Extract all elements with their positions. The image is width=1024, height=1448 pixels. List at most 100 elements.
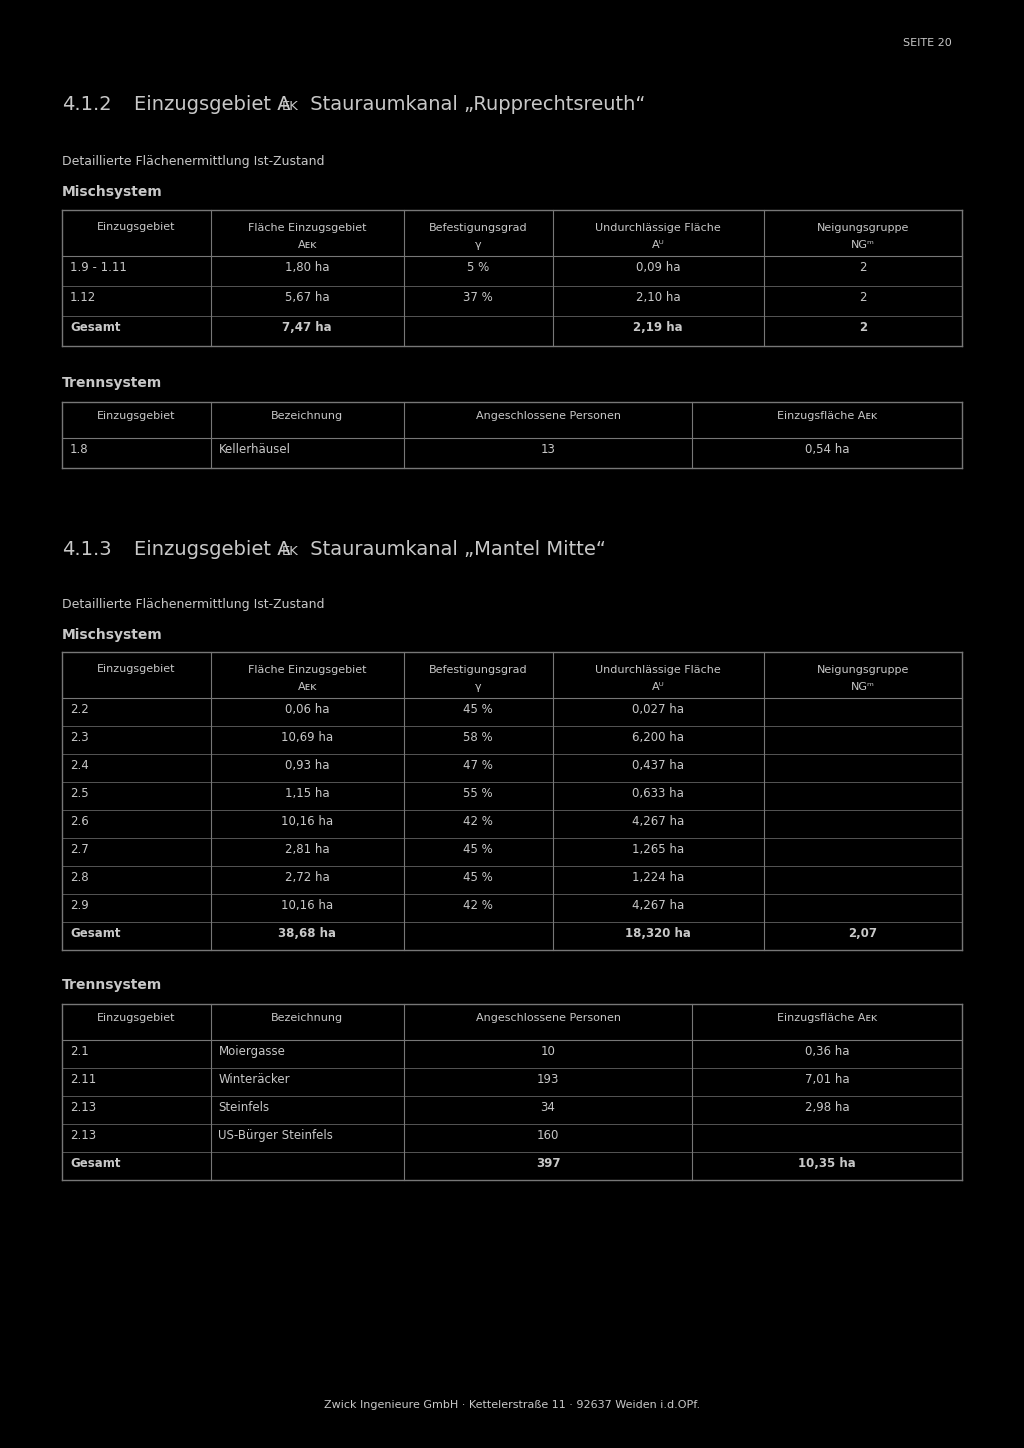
Text: 10,69 ha: 10,69 ha (282, 731, 334, 744)
Text: 2.2: 2.2 (70, 704, 89, 717)
Text: Gesamt: Gesamt (70, 321, 121, 334)
Text: 13: 13 (541, 443, 555, 456)
Text: 2,81 ha: 2,81 ha (285, 843, 330, 856)
Text: 0,36 ha: 0,36 ha (805, 1045, 849, 1058)
Text: 45 %: 45 % (464, 872, 494, 885)
Text: Einzugsgebiet: Einzugsgebiet (97, 1014, 175, 1022)
Text: 18,320 ha: 18,320 ha (626, 927, 691, 940)
Text: Angeschlossene Personen: Angeschlossene Personen (475, 1014, 621, 1022)
Text: 10,35 ha: 10,35 ha (798, 1157, 856, 1170)
Text: Einzugsgebiet A: Einzugsgebiet A (134, 96, 291, 114)
Text: 2.5: 2.5 (70, 788, 89, 801)
Text: 2.13: 2.13 (70, 1100, 96, 1114)
Text: 2,19 ha: 2,19 ha (634, 321, 683, 334)
Text: 2,07: 2,07 (849, 927, 878, 940)
Text: 45 %: 45 % (464, 843, 494, 856)
Text: Angeschlossene Personen: Angeschlossene Personen (475, 411, 621, 421)
Text: 1,265 ha: 1,265 ha (632, 843, 684, 856)
Text: 2,98 ha: 2,98 ha (805, 1100, 849, 1114)
Text: 4,267 ha: 4,267 ha (632, 899, 684, 912)
Text: 193: 193 (537, 1073, 559, 1086)
Text: Einzugsgebiet: Einzugsgebiet (97, 411, 175, 421)
Text: 1.9 - 1.11: 1.9 - 1.11 (70, 262, 127, 275)
Text: 0,437 ha: 0,437 ha (632, 759, 684, 772)
Text: Einzugsfläche Aᴇᴋ: Einzugsfläche Aᴇᴋ (777, 411, 878, 421)
Text: 2.6: 2.6 (70, 815, 89, 828)
Text: Undurchlässige Fläche: Undurchlässige Fläche (595, 223, 721, 233)
Text: 2: 2 (859, 262, 866, 275)
Text: 10,16 ha: 10,16 ha (282, 899, 334, 912)
Text: 2.9: 2.9 (70, 899, 89, 912)
Text: Steinfels: Steinfels (218, 1100, 269, 1114)
Text: 2.4: 2.4 (70, 759, 89, 772)
Text: Einzugsfläche Aᴇᴋ: Einzugsfläche Aᴇᴋ (777, 1014, 878, 1022)
Text: Fläche Einzugsgebiet: Fläche Einzugsgebiet (248, 223, 367, 233)
Text: 0,633 ha: 0,633 ha (632, 788, 684, 801)
Text: NGᵐ: NGᵐ (851, 240, 874, 251)
Text: 4.1.2: 4.1.2 (62, 96, 112, 114)
Text: 2: 2 (859, 291, 866, 304)
Text: Einzugsgebiet: Einzugsgebiet (97, 222, 175, 232)
Text: 58 %: 58 % (464, 731, 494, 744)
Text: Trennsystem: Trennsystem (62, 376, 162, 390)
Text: Befestigungsgrad: Befestigungsgrad (429, 223, 527, 233)
Text: Stauraumkanal „Rupprechtsreuth“: Stauraumkanal „Rupprechtsreuth“ (304, 96, 645, 114)
Text: Aᴇᴋ: Aᴇᴋ (297, 682, 317, 692)
Text: 42 %: 42 % (463, 899, 494, 912)
Text: 0,06 ha: 0,06 ha (285, 704, 330, 717)
Text: Einzugsgebiet A: Einzugsgebiet A (134, 540, 291, 559)
Text: Aᴇᴋ: Aᴇᴋ (297, 240, 317, 251)
Text: 1,15 ha: 1,15 ha (285, 788, 330, 801)
Text: 7,47 ha: 7,47 ha (283, 321, 332, 334)
Text: 42 %: 42 % (463, 815, 494, 828)
Text: Mischsystem: Mischsystem (62, 628, 163, 641)
Text: 2.1: 2.1 (70, 1045, 89, 1058)
Text: 1,80 ha: 1,80 ha (285, 262, 330, 275)
Text: 2.11: 2.11 (70, 1073, 96, 1086)
Text: Undurchlässige Fläche: Undurchlässige Fläche (595, 665, 721, 675)
Text: US-Bürger Steinfels: US-Bürger Steinfels (218, 1129, 334, 1142)
Text: 2: 2 (859, 321, 867, 334)
Text: 5 %: 5 % (467, 262, 489, 275)
Text: 1,224 ha: 1,224 ha (632, 872, 684, 885)
Text: 10: 10 (541, 1045, 555, 1058)
Text: γ: γ (475, 240, 481, 251)
Text: Trennsystem: Trennsystem (62, 977, 162, 992)
Text: 2.8: 2.8 (70, 872, 89, 885)
Text: 2.13: 2.13 (70, 1129, 96, 1142)
Text: 4.1.3: 4.1.3 (62, 540, 112, 559)
Text: Bezeichnung: Bezeichnung (271, 411, 343, 421)
Text: 6,200 ha: 6,200 ha (632, 731, 684, 744)
Text: Fläche Einzugsgebiet: Fläche Einzugsgebiet (248, 665, 367, 675)
Text: Neigungsgruppe: Neigungsgruppe (817, 665, 909, 675)
Text: Detaillierte Flächenermittlung Ist-Zustand: Detaillierte Flächenermittlung Ist-Zusta… (62, 598, 325, 611)
Text: 5,67 ha: 5,67 ha (285, 291, 330, 304)
Text: EK: EK (282, 544, 299, 557)
Text: 47 %: 47 % (463, 759, 494, 772)
Text: NGᵐ: NGᵐ (851, 682, 874, 692)
Text: Detaillierte Flächenermittlung Ist-Zustand: Detaillierte Flächenermittlung Ist-Zusta… (62, 155, 325, 168)
Text: Bezeichnung: Bezeichnung (271, 1014, 343, 1022)
Text: Kellerhäusel: Kellerhäusel (218, 443, 291, 456)
Text: Aᵁ: Aᵁ (652, 240, 665, 251)
Text: 2,72 ha: 2,72 ha (285, 872, 330, 885)
Text: 0,93 ha: 0,93 ha (285, 759, 330, 772)
Text: 0,54 ha: 0,54 ha (805, 443, 849, 456)
Text: Neigungsgruppe: Neigungsgruppe (817, 223, 909, 233)
Text: 55 %: 55 % (464, 788, 494, 801)
Text: Moiergasse: Moiergasse (218, 1045, 286, 1058)
Text: Mischsystem: Mischsystem (62, 185, 163, 198)
Text: 397: 397 (536, 1157, 560, 1170)
Text: Aᵁ: Aᵁ (652, 682, 665, 692)
Text: 1.12: 1.12 (70, 291, 96, 304)
Text: EK: EK (282, 100, 299, 113)
Text: Gesamt: Gesamt (70, 1157, 121, 1170)
Text: 160: 160 (537, 1129, 559, 1142)
Text: 7,01 ha: 7,01 ha (805, 1073, 849, 1086)
Text: SEITE 20: SEITE 20 (903, 38, 952, 48)
Text: 37 %: 37 % (464, 291, 494, 304)
Text: 34: 34 (541, 1100, 555, 1114)
Text: Befestigungsgrad: Befestigungsgrad (429, 665, 527, 675)
Text: Winteräcker: Winteräcker (218, 1073, 290, 1086)
Text: 10,16 ha: 10,16 ha (282, 815, 334, 828)
